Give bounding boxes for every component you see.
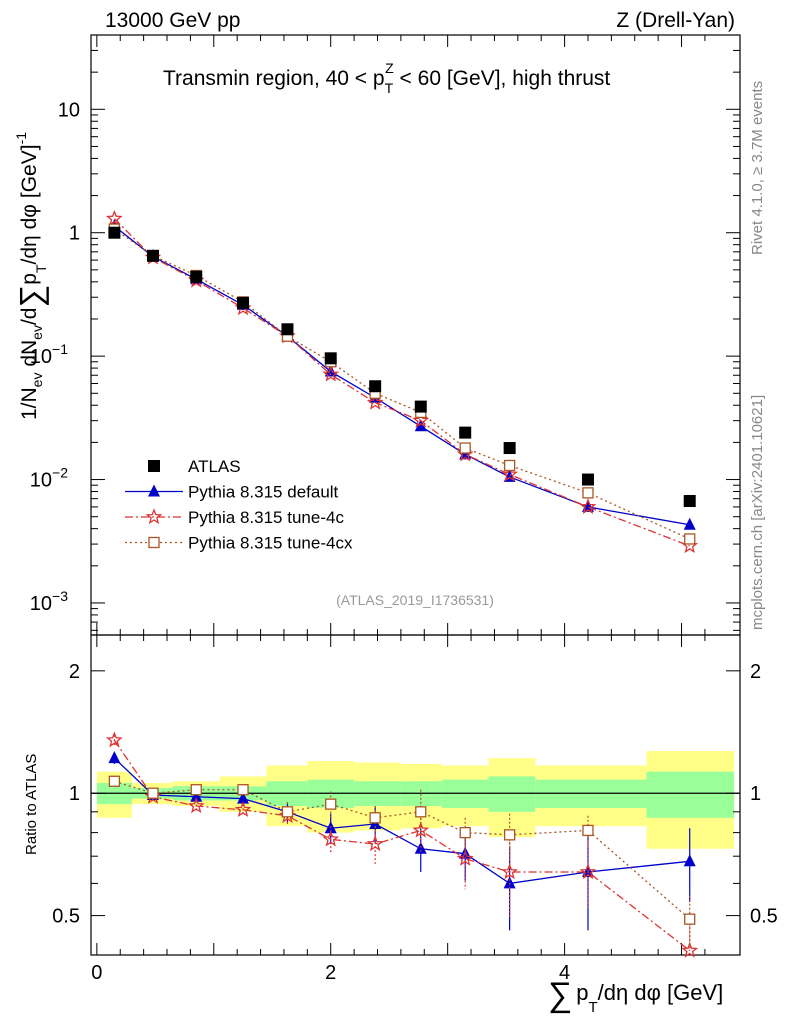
data-point-atlas (503, 442, 516, 455)
data-point-star (501, 465, 518, 482)
ratio-panel-frame (90, 634, 741, 956)
band-inner (488, 776, 536, 812)
data-point-star (106, 209, 123, 226)
x-axis-title: ∑ pT/dη dφ [GeV] (548, 976, 723, 1016)
data-point-atlas (683, 495, 696, 508)
header-left: 13000 GeV pp (105, 9, 240, 32)
data-point-open-square (369, 812, 381, 824)
data-point-atlas (146, 249, 159, 262)
data-point-star (579, 498, 597, 515)
legend-label-atlas: ATLAS (188, 457, 241, 476)
rivet-label: Rivet 4.1.0, ≥ 3.7M events (749, 81, 766, 255)
data-point-open-square (190, 784, 202, 796)
data-point-atlas (148, 460, 160, 472)
data-point-triangle (503, 876, 516, 889)
data-point-open-square (147, 787, 159, 799)
band-inner (646, 771, 735, 818)
data-point-atlas (281, 323, 294, 336)
data-point-open-square (415, 806, 427, 818)
y-tick-label-main: 10−1 (30, 341, 68, 368)
y-tick-label-main: 10−2 (30, 465, 68, 492)
data-point-open-square (325, 798, 337, 810)
data-point-atlas (190, 270, 203, 283)
legend-label-tune4cx: Pythia 8.315 tune-4cx (188, 534, 353, 553)
data-point-triangle (190, 789, 203, 802)
data-point-open-square (503, 459, 516, 472)
data-point-star (579, 863, 597, 880)
data-point-star (412, 411, 430, 428)
data-point-triangle (108, 751, 121, 764)
data-point-open-square (148, 536, 160, 549)
data-point-triangle (683, 517, 696, 530)
data-point-open-square (582, 824, 594, 837)
data-point-open-square (684, 913, 696, 925)
data-point-star (456, 849, 474, 866)
data-point-open-square (459, 826, 471, 839)
series-tune4c (106, 209, 699, 958)
data-point-open-square (684, 533, 696, 545)
data-point-triangle (237, 791, 250, 804)
y-tick-label-ratio-right: 2 (750, 661, 761, 683)
legend: ATLAS Pythia 8.315 default Pythia 8.315 tu… (125, 457, 353, 553)
data-point-atlas (459, 426, 472, 439)
data-point-open-square (503, 829, 516, 841)
data-point-star (322, 365, 340, 382)
data-point-star (187, 797, 205, 814)
y-tick-label-ratio-right: 0.5 (750, 906, 778, 928)
x-tick-label: 0 (91, 962, 102, 984)
data-point-star (106, 731, 123, 748)
data-point-star (145, 508, 163, 525)
data-point-atlas (237, 296, 250, 309)
series-line-ratio (113, 739, 691, 952)
data-point-open-square (459, 442, 471, 454)
axes-ticks: 0 2 4 10 1 10−1 10−2 10−3 0.5 0.5 1 1 2 2 (30, 34, 778, 984)
data-point-open-square (281, 806, 294, 818)
y-tick-label-ratio: 0.5 (52, 906, 80, 928)
data-point-star (412, 821, 430, 838)
x-tick-label: 2 (325, 962, 336, 984)
series-atlas (108, 226, 696, 508)
data-point-atlas (414, 400, 427, 413)
data-point-star (366, 835, 384, 852)
y-tick-label-ratio: 1 (69, 783, 80, 805)
series-line-ratio (114, 780, 691, 920)
data-point-star (366, 393, 384, 410)
series-line-main (114, 228, 690, 540)
data-point-open-square (237, 784, 249, 796)
legend-label-tune4c: Pythia 8.315 tune-4c (188, 508, 344, 527)
y-tick-label-ratio-right: 1 (750, 783, 761, 805)
y-axis-title-main: 1/Nev dNev/d∑pT/dη dφ[GeV]-1 (13, 132, 49, 420)
data-point-triangle (683, 854, 696, 867)
data-point-atlas (324, 352, 337, 365)
data-point-star (322, 830, 340, 847)
data-point-triangle (414, 419, 427, 432)
y-tick-label-main: 1 (69, 223, 80, 245)
data-point-atlas (108, 226, 121, 239)
mcplots-label: mcplots.cern.ch [arXiv:2401.10621] (749, 395, 766, 630)
header-right: Z (Drell-Yan) (616, 9, 735, 32)
series-line-main (113, 218, 690, 547)
legend-label-default: Pythia 8.315 default (188, 483, 339, 502)
series-line-main (113, 225, 690, 526)
y-tick-label-main: 10−3 (30, 588, 68, 615)
data-point-open-square (582, 487, 594, 499)
data-series (106, 209, 699, 958)
y-tick-label-main: 10 (58, 99, 80, 121)
data-point-triangle (148, 484, 160, 497)
plot-title: Transmin region, 40 < pTZ < 60 [GeV], hi… (163, 60, 610, 96)
data-point-atlas (581, 473, 594, 486)
x-tick-label: 4 (559, 962, 570, 984)
data-point-atlas (369, 380, 382, 393)
data-point-star (234, 801, 252, 817)
data-point-triangle (324, 364, 337, 377)
y-tick-label-ratio: 2 (69, 661, 80, 683)
data-point-star (501, 863, 519, 880)
series-line-ratio (113, 757, 690, 885)
data-point-star (681, 941, 699, 958)
data-point-open-square (108, 775, 121, 787)
y-axis-title-ratio: Ratio to ATLAS (23, 754, 40, 855)
analysis-watermark: (ATLAS_2019_I1736531) (336, 592, 494, 608)
